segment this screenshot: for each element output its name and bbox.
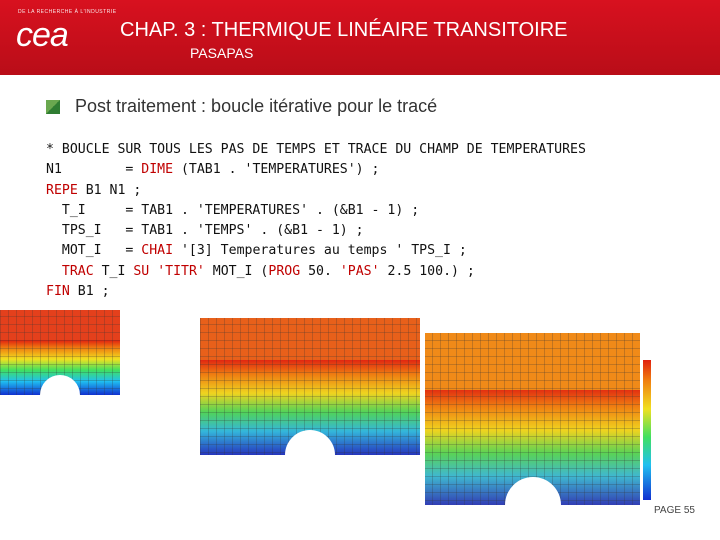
code-text: B1 N1 ;	[77, 182, 142, 198]
code-keyword: 'TITR'	[157, 263, 205, 279]
code-text: * BOUCLE SUR TOUS LES PAS DE TEMPS ET TR…	[46, 142, 586, 157]
code-text: TPS_I = TAB1 . 'TEMPS' . (&B1 - 1) ;	[46, 223, 364, 239]
code-text: 50.	[300, 263, 340, 279]
code-text	[46, 264, 62, 279]
page-number: PAGE 55	[654, 505, 695, 516]
code-block: * BOUCLE SUR TOUS LES PAS DE TEMPS ET TR…	[46, 140, 586, 302]
code-keyword: DIME	[141, 162, 174, 178]
code-keyword: REPE	[46, 182, 78, 198]
code-keyword: 'PAS'	[339, 263, 380, 279]
code-line: MOT_I = CHAI '[3] Temperatures au temps …	[46, 241, 586, 261]
code-text: 2.5 100.) ;	[379, 263, 475, 279]
code-text: T_I	[93, 263, 134, 279]
image-1	[0, 310, 120, 395]
code-text: '[3] Temperatures au temps ' TPS_I ;	[173, 243, 467, 259]
code-keyword: SU	[133, 263, 150, 279]
code-keyword: FIN	[46, 284, 70, 300]
code-keyword: TRAC	[61, 263, 94, 279]
section-heading: Post traitement : boucle itérative pour …	[75, 96, 438, 116]
image-3	[425, 333, 651, 505]
code-text: B1 ;	[69, 284, 110, 300]
code-line: * BOUCLE SUR TOUS LES PAS DE TEMPS ET TR…	[46, 140, 586, 160]
code-line: T_I = TAB1 . 'TEMPERATURES' . (&B1 - 1) …	[46, 201, 586, 221]
code-line: FIN B1 ;	[46, 282, 586, 302]
code-text: MOT_I =	[46, 243, 142, 259]
code-text: N1 =	[46, 162, 142, 178]
subtitle: PASAPAS	[190, 45, 254, 61]
code-line: REPE B1 N1 ;	[46, 181, 586, 201]
image-2	[200, 318, 420, 455]
result-images	[0, 310, 651, 505]
code-line: N1 = DIME (TAB1 . 'TEMPERATURES') ;	[46, 160, 586, 180]
logo: cea	[16, 16, 69, 54]
code-text: T_I = TAB1 . 'TEMPERATURES' . (&B1 - 1) …	[46, 202, 420, 218]
code-line: TRAC T_I SU 'TITR' MOT_I (PROG 50. 'PAS'…	[46, 262, 586, 282]
code-text	[149, 264, 157, 279]
code-line: TPS_I = TAB1 . 'TEMPS' . (&B1 - 1) ;	[46, 221, 586, 241]
bullet	[46, 100, 60, 114]
code-keyword: PROG	[268, 263, 301, 279]
code-text: MOT_I (	[204, 263, 269, 279]
tagline: DE LA RECHERCHE À L'INDUSTRIE	[18, 9, 117, 15]
header-band	[0, 0, 720, 75]
title: CHAP. 3 : THERMIQUE LINÉAIRE TRANSITOIRE	[120, 19, 568, 41]
code-text: (TAB1 . 'TEMPERATURES') ;	[173, 162, 380, 178]
code-keyword: CHAI	[141, 243, 174, 259]
